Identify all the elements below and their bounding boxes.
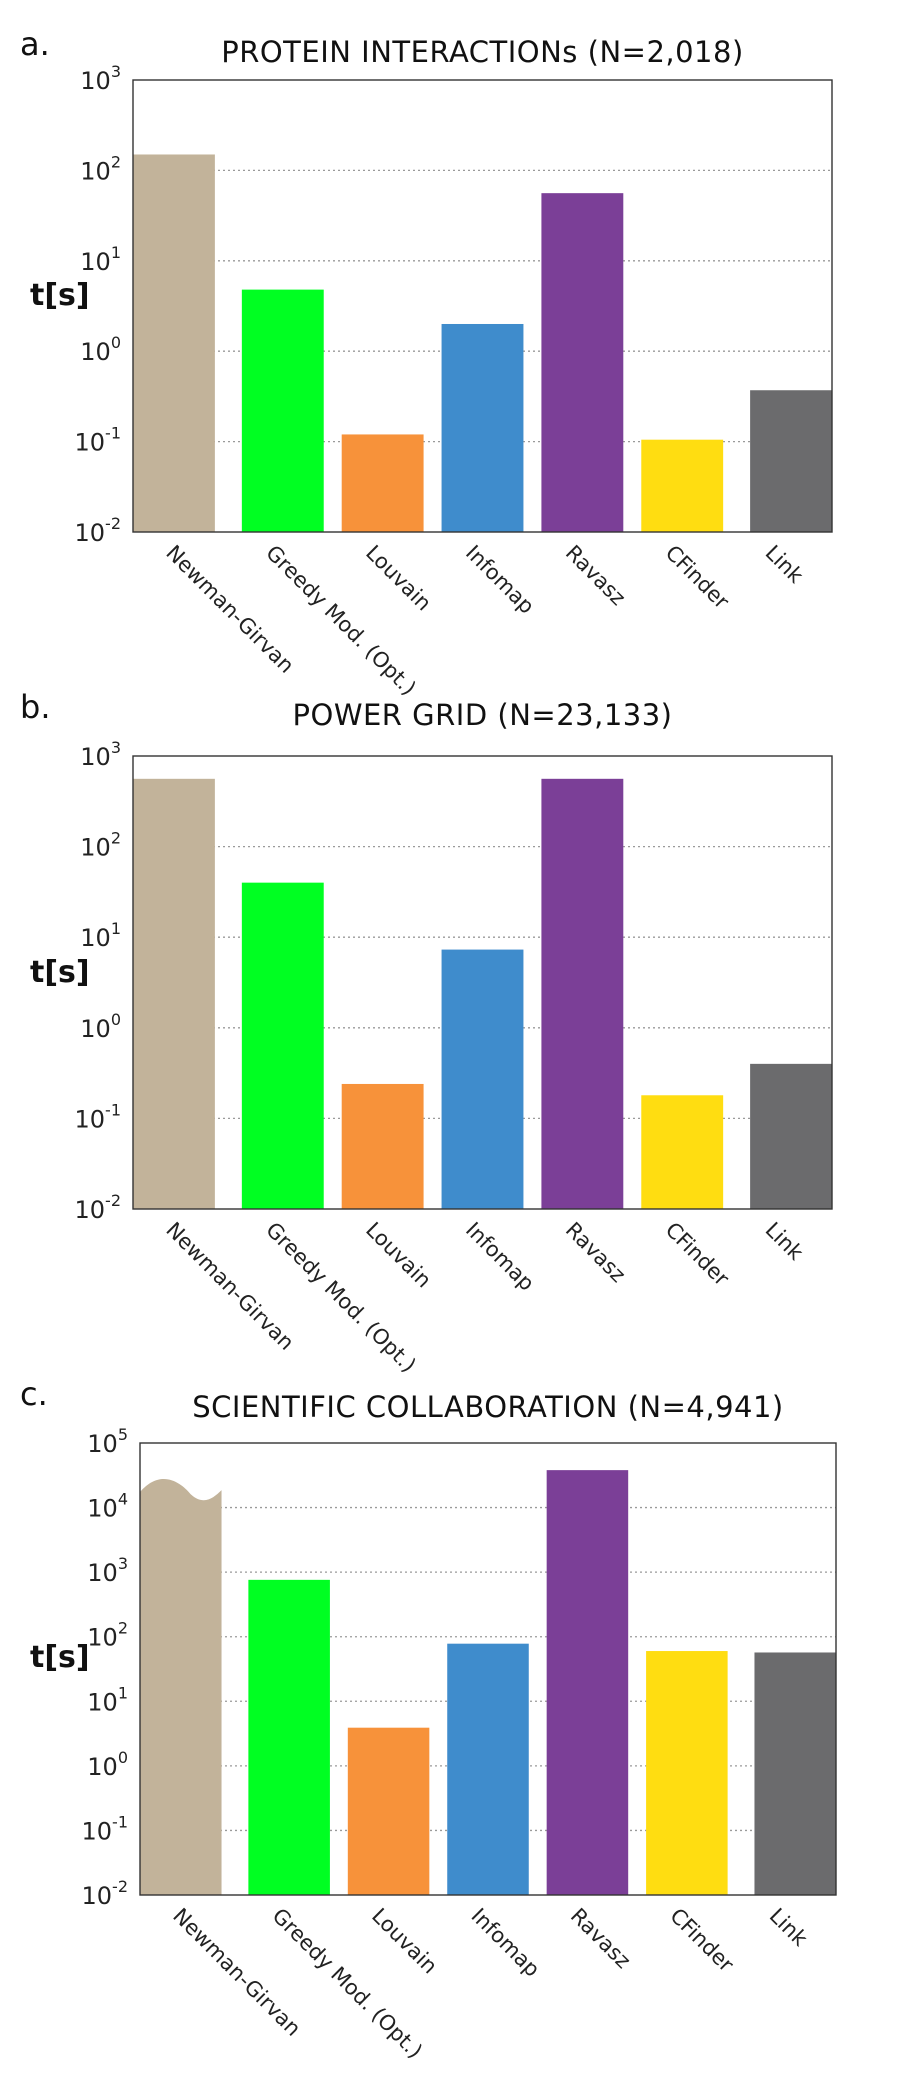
chart-title: SCIENTIFIC COLLABORATION (N=4,941) — [192, 1390, 784, 1424]
y-tick-label: 100 — [80, 1010, 121, 1043]
chart-title: POWER GRID (N=23,133) — [293, 698, 673, 732]
y-tick-label: 103 — [80, 738, 121, 771]
y-tick-label: 102 — [80, 152, 121, 185]
bar-newman-girvan — [133, 778, 215, 1209]
x-category-label: Infomap — [461, 541, 539, 619]
bar-ravasz — [541, 778, 624, 1209]
bar-newman-girvan — [133, 154, 215, 532]
plot-frame — [132, 79, 833, 533]
y-tick-label: 104 — [87, 1490, 128, 1523]
bar-infomap — [441, 949, 524, 1209]
bar-link — [754, 1652, 836, 1895]
y-tick-label: 10-1 — [82, 1812, 129, 1845]
bar-greedy-mod-opt — [241, 289, 324, 532]
x-category-label: Ravasz — [566, 1904, 635, 1973]
bar-ravasz — [546, 1470, 629, 1895]
chart-panel-2: b. POWER GRID (N=23,133) t[s] 10-2 10-1 100 10… — [20, 688, 833, 1377]
bar-infomap — [441, 323, 524, 532]
x-category-label: Ravasz — [561, 541, 630, 610]
plot-frame — [132, 755, 833, 1210]
bar-louvain — [341, 1083, 424, 1209]
y-tick-label: 10-2 — [75, 514, 122, 547]
y-axis-label: t[s] — [30, 1640, 90, 1675]
x-category-label: Link — [765, 1904, 813, 1952]
y-tick-label: 102 — [87, 1619, 128, 1652]
x-category-label: CFinder — [661, 541, 734, 614]
panel-letter: a. — [20, 25, 50, 63]
y-tick-label: 10-2 — [82, 1877, 129, 1910]
bar-link — [750, 390, 832, 532]
x-category-label: Infomap — [461, 1218, 539, 1296]
x-category-label: Louvain — [361, 541, 436, 616]
y-tick-label: 10-1 — [75, 424, 122, 457]
bar-greedy-mod-opt — [241, 882, 324, 1209]
bar-link — [750, 1063, 832, 1209]
chart-panel-1: a. PROTEIN INTERACTIONs (N=2,018) t[s] 10-2… — [20, 25, 833, 700]
bar-cfinder — [646, 1651, 728, 1895]
y-axis-label: t[s] — [30, 955, 90, 990]
x-category-label: Louvain — [361, 1218, 436, 1293]
y-tick-label: 103 — [80, 62, 121, 95]
x-category-label: Link — [761, 541, 809, 589]
bar-greedy-mod-opt — [248, 1579, 330, 1895]
plot-frame — [139, 1442, 837, 1896]
x-category-label: CFinder — [661, 1218, 734, 1291]
y-tick-label: 101 — [87, 1683, 128, 1716]
bar-cfinder — [641, 1095, 724, 1209]
y-tick-label: 103 — [87, 1554, 128, 1587]
x-category-label: CFinder — [665, 1904, 738, 1977]
y-tick-label: 100 — [87, 1748, 128, 1781]
x-category-label: Louvain — [367, 1904, 442, 1979]
chart-panel-3: c. SCIENTIFIC COLLABORATION (N=4,941) t[s]… — [20, 1375, 837, 2063]
bar-infomap — [447, 1643, 529, 1895]
bar-ravasz — [541, 193, 624, 532]
y-tick-label: 10-1 — [75, 1100, 122, 1133]
bar-louvain — [347, 1727, 430, 1895]
bar-cfinder — [641, 439, 724, 532]
panel-letter: c. — [20, 1375, 48, 1413]
y-tick-label: 101 — [80, 919, 121, 952]
panel-letter: b. — [20, 688, 50, 726]
y-axis-label: t[s] — [30, 278, 90, 313]
y-tick-label: 100 — [80, 333, 121, 366]
x-category-label: Infomap — [466, 1904, 544, 1982]
bar-newman-girvan — [140, 1479, 222, 1895]
x-category-label: Ravasz — [561, 1218, 630, 1287]
chart-title: PROTEIN INTERACTIONs (N=2,018) — [221, 35, 744, 69]
y-tick-label: 101 — [80, 243, 121, 276]
y-tick-label: 102 — [80, 829, 121, 862]
bar-louvain — [341, 434, 424, 532]
y-tick-label: 10-2 — [75, 1191, 122, 1224]
x-category-label: Link — [761, 1218, 809, 1266]
y-tick-label: 105 — [87, 1425, 128, 1458]
